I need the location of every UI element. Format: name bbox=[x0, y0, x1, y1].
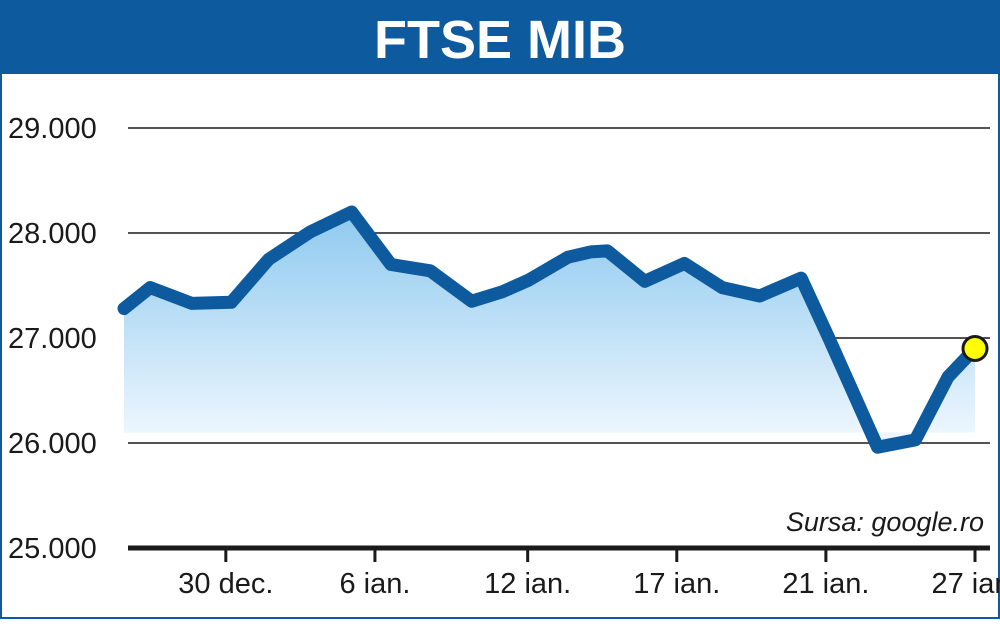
x-axis-ticks: 30 dec. 6 ian. 12 ian. 17 ian. 21 ian. 27 ian… bbox=[178, 548, 1000, 600]
y-tick-label: 28.000 bbox=[8, 218, 97, 250]
last-point-marker bbox=[961, 335, 989, 362]
data-point bbox=[644, 280, 646, 282]
data-point bbox=[191, 302, 193, 304]
y-tick-label: 27.000 bbox=[8, 323, 97, 355]
data-point bbox=[501, 291, 503, 293]
data-point bbox=[123, 308, 125, 310]
chart-title: FTSE MIB bbox=[374, 10, 626, 70]
data-point bbox=[606, 250, 608, 252]
data-point bbox=[590, 251, 592, 253]
y-axis-labels: 29.000 28.000 27.000 26.000 25.000 bbox=[8, 113, 97, 565]
data-point bbox=[429, 270, 431, 272]
x-tick-label: 30 dec. bbox=[178, 568, 273, 600]
data-point bbox=[527, 279, 529, 281]
area-fill bbox=[124, 212, 975, 448]
data-point bbox=[759, 295, 761, 297]
data-point bbox=[351, 211, 353, 213]
y-tick-label: 26.000 bbox=[8, 428, 97, 460]
y-tick-label: 29.000 bbox=[8, 113, 97, 145]
data-point bbox=[914, 439, 916, 441]
data-point bbox=[828, 337, 830, 339]
x-tick-label: 17 ian. bbox=[633, 568, 720, 600]
data-point bbox=[471, 300, 473, 302]
data-point bbox=[309, 231, 311, 233]
data-point bbox=[800, 277, 802, 279]
data-point bbox=[567, 256, 569, 258]
source-label: Sursa: google.ro bbox=[786, 507, 984, 537]
x-tick-label: 6 ian. bbox=[339, 568, 410, 600]
data-point bbox=[877, 446, 879, 448]
x-tick-label: 12 ian. bbox=[484, 568, 571, 600]
data-point bbox=[268, 258, 270, 260]
title-bar bbox=[0, 0, 1000, 74]
y-tick-label: 25.000 bbox=[8, 533, 97, 565]
data-point bbox=[947, 376, 949, 378]
data-point bbox=[683, 262, 685, 264]
data-point bbox=[721, 287, 723, 289]
x-tick-label: 21 ian. bbox=[782, 568, 869, 600]
data-point bbox=[230, 301, 232, 303]
data-point bbox=[390, 264, 392, 265]
data-point bbox=[149, 287, 151, 289]
x-tick-label: 27 ian. bbox=[931, 568, 1000, 600]
